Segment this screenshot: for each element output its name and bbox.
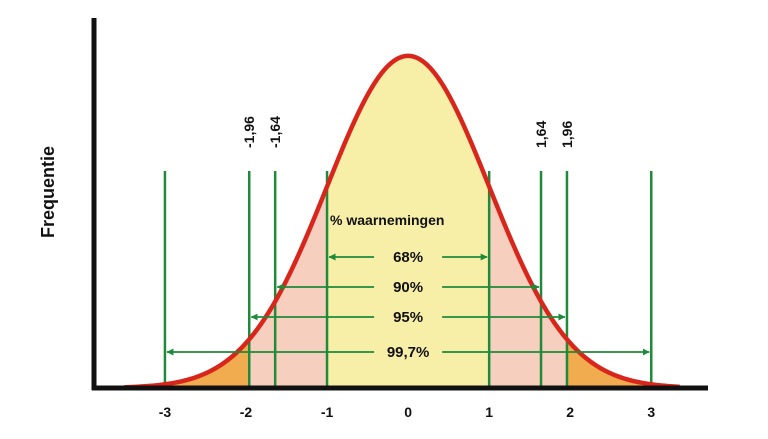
- curve-fill-regions: [124, 55, 680, 388]
- fill-left-middle: [249, 55, 328, 388]
- fill-right-tail: [566, 55, 680, 388]
- x-tick-label: -3: [159, 404, 172, 420]
- z-label: 1,96: [559, 121, 575, 148]
- fill-right-middle: [489, 55, 567, 388]
- fill-center: [327, 55, 490, 388]
- x-tick-label: 0: [404, 404, 412, 420]
- interval-label: 95%: [393, 309, 423, 326]
- z-label: -1,96: [241, 116, 257, 148]
- annotation-label: % waarnemingen: [330, 212, 444, 228]
- x-tick-labels: -3 -2 -1 0 1 2 3: [159, 404, 656, 420]
- y-axis-label: Frequentie: [38, 146, 58, 238]
- vertical-markers: [163, 171, 653, 388]
- interval-label: 90%: [393, 279, 423, 296]
- z-label: 1,64: [533, 121, 549, 148]
- x-tick-label: 2: [566, 404, 574, 420]
- interval-label: 68%: [393, 249, 423, 266]
- x-tick-label: 3: [647, 404, 655, 420]
- x-tick-label: -2: [240, 404, 253, 420]
- x-tick-label: -1: [321, 404, 334, 420]
- z-label: -1,64: [267, 116, 283, 148]
- x-tick-label: 1: [485, 404, 493, 420]
- interval-arrows: 68% 90% 95% 99,7%: [166, 249, 650, 361]
- fill-left-tail: [124, 55, 250, 388]
- z-value-labels: -1,96 -1,64 1,64 1,96: [241, 116, 575, 148]
- normal-curve-line: [124, 53, 681, 390]
- interval-label: 99,7%: [387, 344, 430, 361]
